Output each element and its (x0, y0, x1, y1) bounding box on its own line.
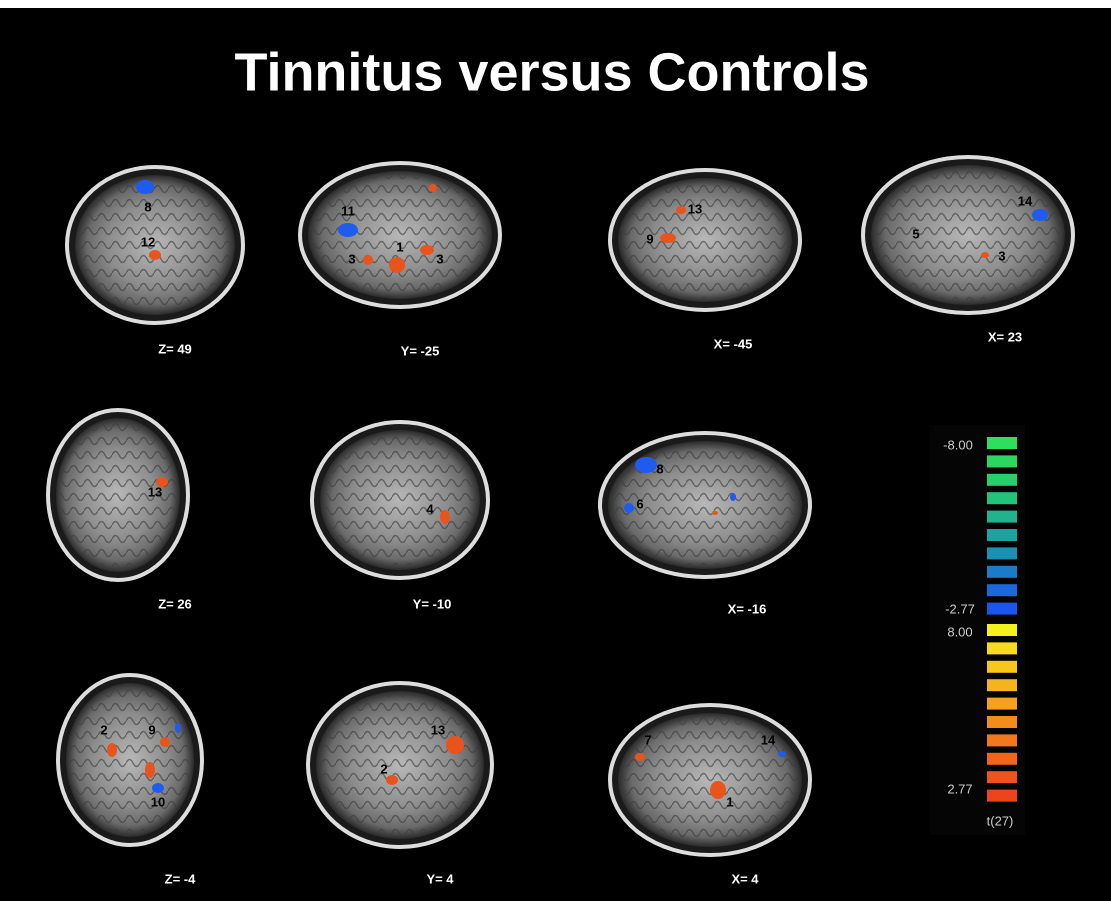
activation-cluster (635, 457, 657, 473)
cluster-label: 5 (912, 226, 919, 241)
gyri (318, 693, 482, 837)
colorbar-label: -2.77 (945, 601, 975, 616)
colorbar-swatch (987, 474, 1017, 486)
activation-cluster (175, 723, 181, 733)
gyri (873, 167, 1063, 303)
activation-cluster (710, 781, 726, 799)
activation-cluster (635, 753, 645, 761)
activation-cluster (389, 257, 405, 273)
colorbar-swatch (987, 529, 1017, 541)
colorbar-swatch (987, 642, 1017, 654)
slice-coordinate: Z= 26 (158, 596, 192, 611)
cluster-label: 1 (726, 794, 733, 809)
colorbar-swatch (987, 624, 1017, 636)
activation-cluster (363, 255, 373, 265)
activation-cluster (676, 206, 686, 214)
colorbar-swatch (987, 584, 1017, 596)
activation-cluster (429, 184, 437, 192)
cluster-label: 2 (100, 722, 107, 737)
cluster-label: 2 (380, 761, 387, 776)
colorbar-label: 8.00 (947, 624, 972, 639)
activation-cluster (338, 223, 358, 237)
colorbar-swatch (987, 771, 1017, 783)
cluster-label: 13 (688, 201, 702, 216)
colorbar-swatch (987, 547, 1017, 559)
colorbar-swatch (987, 455, 1017, 467)
colorbar-swatch (987, 492, 1017, 504)
cluster-label: 3 (436, 251, 443, 266)
cluster-label: 13 (431, 722, 445, 737)
cluster-label: 14 (761, 732, 776, 747)
activation-cluster (778, 751, 786, 757)
activation-cluster (152, 783, 164, 793)
activation-cluster (420, 245, 434, 255)
activation-cluster (981, 252, 989, 258)
colorbar-swatch (987, 661, 1017, 673)
slice-coordinate: X= -45 (714, 336, 753, 351)
activation-cluster (440, 510, 450, 524)
cluster-label: 1 (396, 239, 403, 254)
cluster-label: 12 (141, 234, 155, 249)
top-border (0, 0, 1111, 8)
cluster-label: 8 (656, 461, 663, 476)
gyri (68, 685, 192, 835)
activation-cluster (136, 180, 154, 194)
page: Tinnitus versus Controls 812Z= 4911133Y=… (0, 0, 1111, 901)
cluster-label: 13 (148, 484, 162, 499)
slice-coordinate: Z= 49 (158, 341, 192, 356)
colorbar-swatch (987, 511, 1017, 523)
colorbar-swatch (987, 566, 1017, 578)
cluster-label: 4 (426, 501, 434, 516)
colorbar-swatch (987, 603, 1017, 615)
activation-cluster (149, 250, 161, 260)
colorbar: -8.00 -2.77 8.00 2.77 t(27) (930, 425, 1025, 835)
activation-cluster (1032, 209, 1048, 221)
activation-cluster (160, 737, 170, 747)
gyri (310, 173, 490, 297)
cluster-label: 7 (644, 732, 651, 747)
colorbar-swatch (987, 437, 1017, 449)
slice-coordinate: X= -16 (728, 601, 767, 616)
colorbar-label: -8.00 (943, 437, 973, 452)
cluster-label: 8 (144, 199, 151, 214)
activation-cluster (660, 233, 676, 243)
colorbar-swatch (987, 734, 1017, 746)
title: Tinnitus versus Controls (234, 42, 869, 102)
cluster-label: 6 (636, 496, 643, 511)
colorbar-swatch (987, 753, 1017, 765)
cluster-label: 14 (1018, 193, 1033, 208)
cluster-label: 9 (148, 722, 155, 737)
colorbar-swatch (987, 679, 1017, 691)
slice-coordinate: Z= -4 (165, 871, 196, 886)
cluster-label: 11 (341, 203, 355, 218)
slice-coordinate: Y= -10 (413, 596, 452, 611)
activation-cluster (624, 503, 634, 513)
gyri (322, 432, 478, 568)
activation-cluster (386, 775, 398, 785)
colorbar-swatch (987, 698, 1017, 710)
activation-cluster (730, 493, 736, 501)
cluster-label: 3 (348, 251, 355, 266)
colorbar-label: t(27) (987, 813, 1014, 828)
cluster-label: 10 (151, 794, 165, 809)
colorbar-label: 2.77 (947, 781, 972, 796)
colorbar-swatch (987, 716, 1017, 728)
cluster-label: 3 (998, 248, 1005, 263)
colorbar-swatch (987, 790, 1017, 802)
activation-cluster (107, 743, 117, 757)
activation-cluster (145, 762, 155, 778)
slice-coordinate: Y= 4 (426, 871, 454, 886)
cluster-label: 9 (646, 231, 653, 246)
slice-coordinate: X= 4 (731, 871, 759, 886)
figure: Tinnitus versus Controls 812Z= 4911133Y=… (0, 0, 1111, 896)
activation-cluster (446, 736, 464, 754)
activation-cluster (712, 511, 718, 515)
slice-coordinate: X= 23 (988, 329, 1022, 344)
slice-coordinate: Y= -25 (401, 343, 440, 358)
